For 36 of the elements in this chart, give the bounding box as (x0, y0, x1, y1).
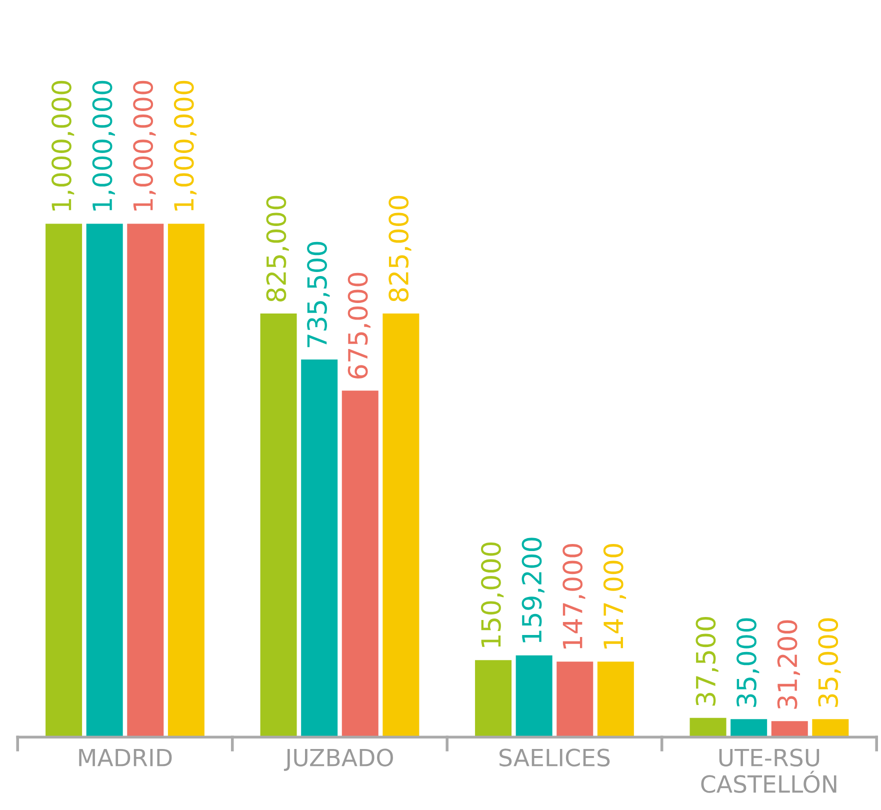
bar (771, 721, 808, 738)
bar (168, 224, 204, 738)
data-label: 1,000,000 (51, 80, 74, 211)
bar (86, 224, 123, 738)
x-tick-label: MADRID (79, 748, 172, 766)
bar (127, 224, 164, 738)
data-label: 825,000 (266, 196, 289, 302)
bar (342, 390, 378, 738)
data-label: 37,500 (696, 616, 718, 706)
bar (730, 719, 768, 738)
data-label: 147,000 (603, 544, 626, 648)
data-label: 35,000 (736, 618, 760, 707)
data-label: 1,000,000 (92, 80, 115, 211)
data-label: 147,000 (562, 544, 586, 648)
data-label: 1,000,000 (174, 80, 197, 211)
x-tick-label: UTE-RSU CASTELLÓN (701, 748, 836, 793)
bar (690, 718, 726, 738)
data-label: 31,200 (777, 620, 800, 709)
data-label: 159,200 (522, 538, 544, 642)
bar (556, 662, 594, 738)
bar (46, 224, 82, 738)
data-label: 35,000 (818, 618, 841, 707)
bar (475, 660, 512, 738)
data-label: 735,500 (307, 242, 330, 348)
x-tick-label: SAELICES (500, 748, 610, 766)
bar (812, 719, 849, 738)
bar (597, 662, 634, 738)
bar (516, 655, 552, 738)
bar (260, 314, 297, 738)
bar (301, 360, 338, 738)
data-label: 150,000 (480, 542, 504, 647)
x-tick-label: JUZBADO (284, 748, 393, 771)
data-label: 675,000 (348, 272, 370, 378)
bar (382, 314, 420, 738)
data-label: 1,000,000 (133, 80, 156, 211)
data-label: 825,000 (388, 196, 412, 302)
